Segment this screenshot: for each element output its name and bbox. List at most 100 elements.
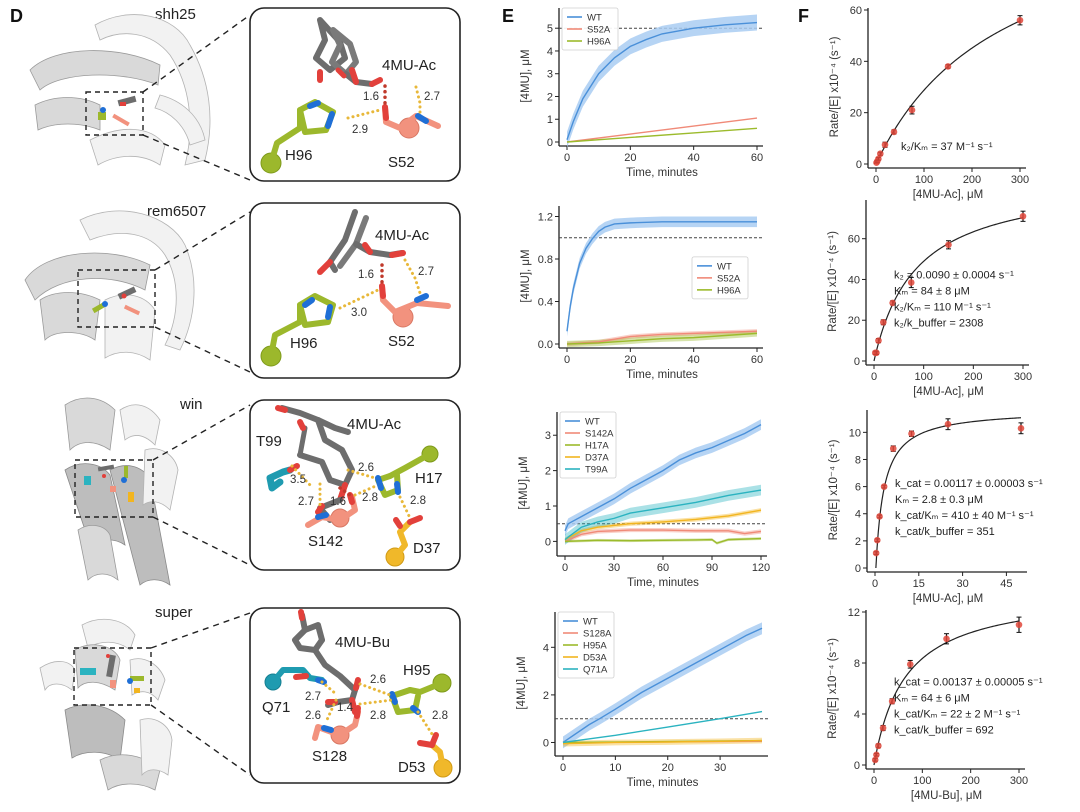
- x-tick-label: 300: [1010, 775, 1028, 787]
- legend-label-wt: WT: [717, 261, 732, 272]
- confidence-band-wt: [565, 419, 761, 537]
- y-tick-label: 4: [854, 709, 860, 721]
- panel-letter-f: F: [798, 6, 809, 26]
- legend-box: [561, 7, 619, 51]
- legend-label-wt: WT: [587, 13, 602, 24]
- protein-label-shh25: shh25: [155, 6, 196, 23]
- x-tick-label: 45: [1000, 578, 1012, 590]
- confidence-band-t99a: [565, 484, 761, 545]
- residue-his-stick: [375, 445, 439, 498]
- residue-thr-stick: [266, 463, 300, 492]
- kinetic-parameter-annotation: k_cat/Kₘ = 22 ± 2 M⁻¹ s⁻¹: [894, 708, 1021, 720]
- distance-label: 2.7: [418, 266, 434, 278]
- y-tick-label: 0: [547, 137, 553, 149]
- y-axis-label: [4MU], μM: [520, 249, 532, 302]
- y-tick-label: 2: [547, 91, 553, 103]
- data-point: [875, 742, 882, 750]
- protein-cartoon-win: win: [64, 396, 203, 586]
- chart-f2-rem6507-michaelis-menten: 0 100 200 300 0 20 40 60 [4MU-Ac], μM Rate/[E] x1…: [827, 200, 1032, 398]
- kinetic-parameter-annotation: k_cat/k_buffer = 692: [894, 724, 994, 736]
- y-tick-label: 40: [850, 56, 862, 68]
- data-point: [890, 128, 898, 136]
- fit-curve: [875, 417, 1022, 569]
- confidence-band-s142a: [565, 527, 761, 544]
- data-point: [889, 445, 897, 452]
- residue-label-his: H17: [415, 470, 443, 487]
- series-line-s52a: [566, 117, 758, 143]
- series-line-wt: [566, 221, 757, 332]
- legend-label-t99a: T99A: [585, 465, 608, 476]
- y-tick-label: 1: [545, 501, 551, 513]
- hbond-line: [346, 108, 382, 120]
- x-tick-label: 200: [961, 775, 979, 787]
- y-tick-label: 0: [856, 159, 862, 171]
- y-tick-label: 0: [854, 356, 860, 368]
- data-point: [872, 549, 880, 557]
- legend-label-d37a: D37A: [585, 453, 609, 464]
- zoom-line: [154, 211, 251, 271]
- y-tick-label: 0: [854, 760, 860, 772]
- substrate-stick-model: [317, 209, 406, 275]
- series-line-t99a: [564, 489, 762, 541]
- x-tick-label: 40: [688, 152, 700, 164]
- series-line-h96a: [566, 332, 758, 345]
- data-point: [908, 106, 916, 114]
- y-axis-label: Rate/[E] x10⁻⁴ (s⁻¹): [827, 231, 839, 332]
- chart-e2-rem6507-kinetics: 0 20 40 60 0.0 0.4 0.8 1.2 Time, minutes [4MU], μ…: [520, 206, 763, 381]
- protein-label-super: super: [155, 604, 193, 621]
- residue-label-asp: D37: [413, 540, 441, 557]
- kinetic-parameter-annotation: Kₘ = 2.8 ± 0.3 μM: [895, 494, 983, 506]
- panel-letter-d: D: [10, 6, 23, 26]
- x-tick-label: 200: [964, 371, 982, 383]
- legend-box: [557, 611, 615, 679]
- legend-label-h96a: H96A: [587, 37, 611, 48]
- residue-label-gln: Q71: [262, 699, 290, 716]
- zoom-region-box: [85, 91, 144, 136]
- legend-label-h95a: H95A: [583, 641, 607, 652]
- y-tick-label: 4: [543, 642, 549, 654]
- distance-label: 2.6: [370, 674, 386, 686]
- series-line-d53a: [562, 739, 763, 745]
- distance-label: 2.8: [362, 492, 378, 504]
- x-tick-label: 30: [956, 578, 968, 590]
- residue-ser-stick: [312, 705, 361, 745]
- protein-cartoon-rem6507: rem6507: [24, 203, 206, 361]
- protein-cartoon-shh25: shh25: [29, 6, 211, 166]
- residue-his-stick: [389, 673, 452, 715]
- kinetic-parameter-annotation: k₂/Kₘ = 37 M⁻¹ s⁻¹: [901, 141, 993, 153]
- y-tick-label: 4: [855, 509, 861, 521]
- y-tick-label: 10: [849, 427, 861, 439]
- substrate-stick-model: [292, 609, 361, 715]
- data-point: [873, 536, 881, 544]
- hbond-line: [358, 682, 392, 697]
- distance-label: 3.0: [351, 307, 367, 319]
- legend-label-h96a: H96A: [717, 285, 741, 296]
- distance-label: 2.6: [305, 710, 321, 722]
- confidence-band-wt: [567, 14, 757, 148]
- distance-label: 2.7: [298, 496, 314, 508]
- data-point: [908, 430, 915, 438]
- x-tick-label: 0: [560, 762, 566, 774]
- active-site-inset-shh25: 4MU-Ac H96 S52 1.6 2.7 2.9: [250, 8, 461, 182]
- residue-label-his: H96: [285, 147, 313, 164]
- x-tick-label: 0: [871, 371, 877, 383]
- kinetic-parameter-annotation: k_cat/Kₘ = 410 ± 40 M⁻¹ s⁻¹: [895, 510, 1034, 522]
- chart-f1-shh25-michaelis-menten: 0 100 200 300 0 20 40 60 [4MU-Ac], μM Rate/[E] x1…: [829, 5, 1029, 201]
- zoom-line: [152, 404, 251, 461]
- active-site-inset-rem6507: 4MU-Ac H96 S52 1.6 2.7 3.0: [249, 202, 461, 379]
- data-point: [906, 660, 914, 668]
- series-line-d37a: [564, 509, 762, 541]
- distance-label: 2.8: [370, 710, 386, 722]
- data-point: [889, 299, 896, 307]
- residue-label-asp: D53: [398, 759, 426, 776]
- data-point: [888, 697, 896, 705]
- y-tick-label: 12: [848, 607, 860, 619]
- distance-label: 2.8: [410, 495, 426, 507]
- kinetic-parameter-annotation: k₂ = 0.0090 ± 0.0004 s⁻¹: [894, 269, 1014, 281]
- hbond-line: [403, 258, 422, 295]
- data-point: [876, 513, 883, 520]
- series-line-h96a: [566, 127, 758, 143]
- data-point: [1016, 16, 1024, 24]
- residue-his-stick: [261, 102, 336, 174]
- x-axis-label: [4MU-Ac], μM: [913, 386, 984, 398]
